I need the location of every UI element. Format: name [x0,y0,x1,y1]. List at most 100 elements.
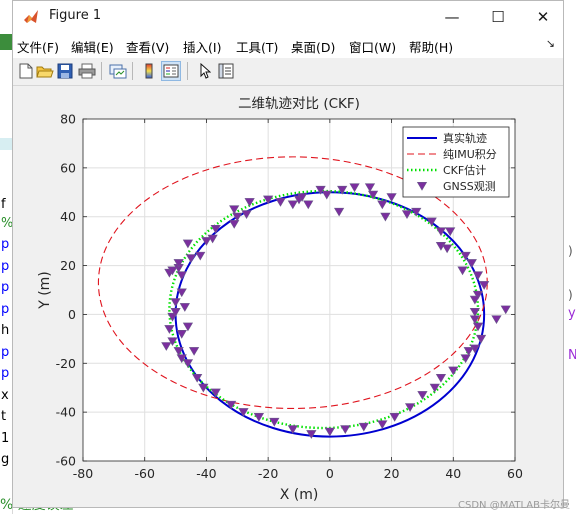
background-code-fragment: % [1,216,14,231]
gnss-marker [275,198,286,207]
gnss-marker [472,271,484,281]
gnss-marker [469,308,481,317]
gnss-marker [210,224,221,234]
save-icon [57,63,73,79]
background-code-fragment: p [1,280,10,295]
colorbar-button[interactable] [139,61,159,81]
gnss-marker [435,373,447,383]
figure-window: Figure 1 — ☐ ✕ 文件(F) 编辑(E) 查看(V) 插入(I) 工… [12,0,564,508]
background-run-button [0,34,12,50]
legend-button[interactable] [161,61,181,81]
minimize-icon: — [444,7,460,26]
background-code-fragment: g [1,452,10,467]
gnss-marker [448,366,459,376]
open-file-icon [36,66,54,78]
close-button[interactable]: ✕ [521,1,565,32]
menu-edit[interactable]: 编辑(E) [71,40,114,55]
y-tick-label: 20 [60,258,76,273]
legend-marker-gnss [416,182,428,191]
new-figure-icon [19,63,33,79]
gnss-marker [472,290,484,300]
gnss-marker [198,383,209,393]
watermark: CSDN @MATLAB卡尔曼 [458,500,570,511]
toolbar-separator [187,62,188,80]
new-figure-button[interactable] [16,61,36,81]
menu-bar: 文件(F) 编辑(E) 查看(V) 插入(I) 工具(T) 桌面(D) 窗口(W… [13,32,563,58]
menu-desktop[interactable]: 桌面(D) [291,40,336,55]
y-tick-label: -60 [56,454,76,469]
menu-dock-arrow-icon[interactable]: ↘ [545,37,555,50]
background-right-strip: ) y ) N [568,236,576,376]
legend-label: GNSS观测 [443,180,496,193]
menu-window[interactable]: 窗口(W) [349,40,397,55]
menu-view[interactable]: 查看(V) [126,40,170,55]
background-code-fragment: p [1,366,10,381]
background-code-fragment: f [1,197,6,212]
x-tick-label: -40 [196,466,216,481]
menu-help[interactable]: 帮助(H) [409,40,454,55]
gnss-marker [296,193,308,202]
menu-insert[interactable]: 插入(I) [183,40,222,55]
background-glyph: ) [568,244,573,258]
gnss-marker [386,193,397,202]
property-inspector-icon [218,63,234,79]
gnss-marker [472,322,484,332]
toolbar-separator [101,62,102,80]
legend-label: CKF估计 [443,164,486,177]
gnss-marker [229,220,240,229]
gnss-marker [417,391,428,400]
x-tick-label: -80 [73,466,93,481]
x-tick-label: -60 [135,466,155,481]
gnss-marker [179,303,190,312]
axes-box [82,118,516,462]
close-icon: ✕ [536,7,550,26]
legend-label: 纯IMU积分 [443,148,497,161]
property-inspector-button[interactable] [216,61,236,81]
gnss-marker [161,342,172,351]
link-plot-icon [109,64,127,79]
maximize-button[interactable]: ☐ [476,1,520,32]
menu-file[interactable]: 文件(F) [17,40,59,55]
background-code-fragment: p [1,237,10,252]
gnss-marker [466,259,477,268]
background-code-fragment: 1 [1,431,10,446]
x-tick-label: 40 [445,466,461,481]
x-tick-label: 60 [507,466,523,481]
background-fragment: N [568,348,576,363]
gnss-marker [460,251,471,261]
gnss-marker [164,325,175,334]
gnss-marker [185,254,197,263]
link-plot-button[interactable] [108,61,128,81]
x-axis-label: X (m) [280,487,319,503]
save-button[interactable] [55,61,75,81]
gnss-marker [306,430,317,439]
background-code-fragment: x [1,388,9,403]
gnss-marker [303,200,314,210]
menu-tools[interactable]: 工具(T) [236,40,279,55]
gnss-marker [263,195,274,205]
background-code-fragment: t [1,409,7,424]
open-file-button[interactable] [35,61,55,81]
minimize-button[interactable]: — [430,1,474,32]
gnss-marker [207,234,218,244]
gnss-marker [340,425,351,434]
gnss-marker [475,334,487,344]
trajectory-plot[interactable]: 二维轨迹对比 (CKF) -80 -60 -40 -20 0 20 40 60-60-40-2… [13,86,563,507]
gnss-marker [225,400,237,410]
gnss-marker [167,266,178,276]
gnss-marker [429,383,440,393]
gnss-marker [188,347,200,356]
x-tick-label: 20 [384,466,400,481]
gnss-marker [389,413,400,422]
print-button[interactable] [77,61,97,81]
background-highlight-line [0,138,12,150]
gnss-marker [469,315,481,325]
gnss-marker [241,210,252,220]
background-code-fragment: p [1,302,10,317]
window-title: Figure 1 [49,8,102,23]
pointer-button[interactable] [195,61,215,81]
gnss-marker [244,198,255,207]
gnss-marker [377,200,388,210]
